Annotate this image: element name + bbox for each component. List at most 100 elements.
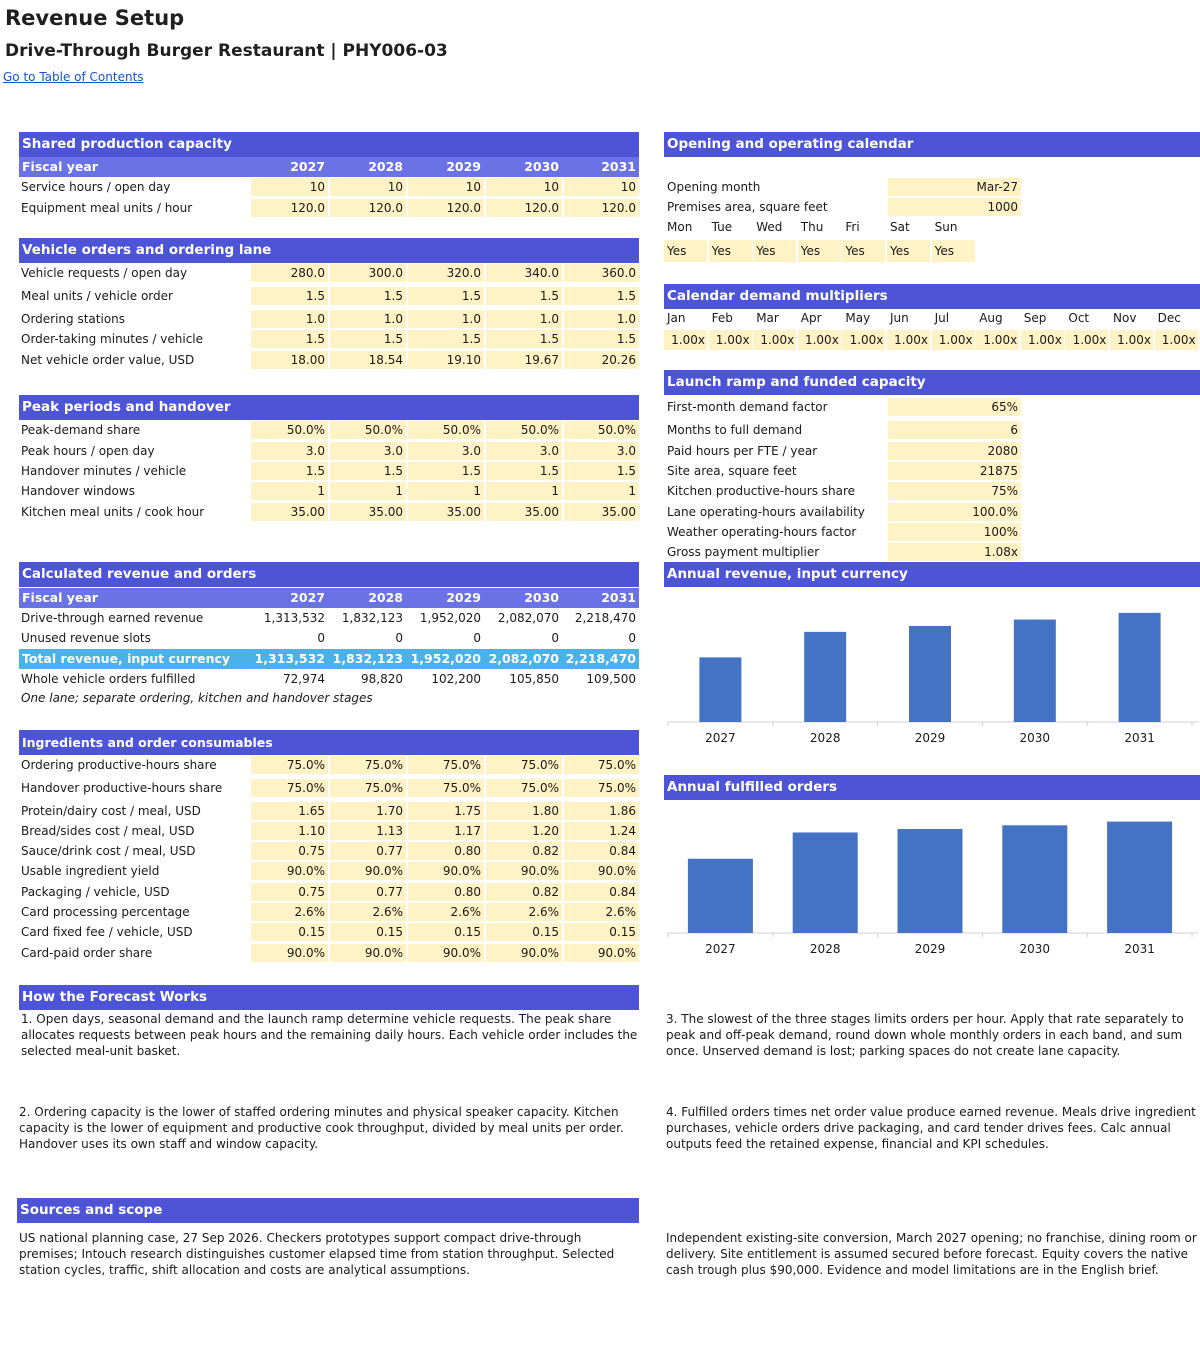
- month-multiplier-input[interactable]: 1.00x: [1110, 330, 1153, 350]
- value-cell[interactable]: 19.67: [486, 351, 562, 369]
- value-cell[interactable]: 90.0%: [251, 862, 328, 880]
- value-cell[interactable]: 120.0: [486, 199, 562, 217]
- month-multiplier-input[interactable]: 1.00x: [664, 330, 707, 350]
- value-cell[interactable]: 1.5: [251, 462, 328, 480]
- value-cell[interactable]: 1.0: [486, 310, 562, 328]
- value-cell[interactable]: 90.0%: [330, 944, 406, 962]
- value-cell[interactable]: 1.5: [251, 287, 328, 305]
- weekday-open-toggle[interactable]: Yes: [708, 240, 752, 262]
- value-cell[interactable]: 0.75: [251, 842, 328, 860]
- launch-row-input[interactable]: 100%: [888, 523, 1021, 541]
- weekday-open-toggle[interactable]: Yes: [842, 240, 886, 262]
- value-cell[interactable]: 75.0%: [408, 756, 484, 774]
- value-cell[interactable]: 1: [408, 482, 484, 500]
- value-cell[interactable]: 75.0%: [251, 756, 328, 774]
- month-multiplier-input[interactable]: 1.00x: [931, 330, 975, 350]
- value-cell[interactable]: 1.17: [408, 822, 484, 840]
- value-cell[interactable]: 1.5: [564, 287, 639, 305]
- value-cell[interactable]: 120.0: [251, 199, 328, 217]
- value-cell[interactable]: 1.5: [251, 330, 328, 348]
- month-multiplier-input[interactable]: 1.00x: [887, 330, 930, 350]
- value-cell[interactable]: 1.5: [408, 462, 484, 480]
- value-cell[interactable]: 18.54: [330, 351, 406, 369]
- value-cell[interactable]: 0.15: [408, 923, 484, 941]
- weekday-open-toggle[interactable]: Yes: [931, 240, 975, 262]
- value-cell[interactable]: 1.5: [486, 330, 562, 348]
- value-cell[interactable]: 75.0%: [486, 756, 562, 774]
- month-multiplier-input[interactable]: 1.00x: [1065, 330, 1109, 350]
- value-cell[interactable]: 0.75: [251, 883, 328, 901]
- value-cell[interactable]: 35.00: [330, 503, 406, 521]
- value-cell[interactable]: 300.0: [330, 264, 406, 282]
- value-cell[interactable]: 120.0: [564, 199, 639, 217]
- value-cell[interactable]: 50.0%: [564, 421, 639, 439]
- value-cell[interactable]: 1.5: [330, 330, 406, 348]
- launch-row-input[interactable]: 21875: [888, 462, 1021, 480]
- value-cell[interactable]: 1.0: [408, 310, 484, 328]
- value-cell[interactable]: 0.15: [251, 923, 328, 941]
- value-cell[interactable]: 1.65: [251, 802, 328, 820]
- value-cell[interactable]: 340.0: [486, 264, 562, 282]
- value-cell[interactable]: 1.5: [486, 287, 562, 305]
- value-cell[interactable]: 120.0: [408, 199, 484, 217]
- weekday-open-toggle[interactable]: Yes: [664, 240, 707, 262]
- value-cell[interactable]: 75.0%: [564, 756, 639, 774]
- premises-area-input[interactable]: 1000: [888, 198, 1021, 216]
- value-cell[interactable]: 50.0%: [408, 421, 484, 439]
- value-cell[interactable]: 1.0: [564, 310, 639, 328]
- value-cell[interactable]: 3.0: [486, 442, 562, 460]
- value-cell[interactable]: 2.6%: [564, 903, 639, 921]
- weekday-open-toggle[interactable]: Yes: [887, 240, 930, 262]
- value-cell[interactable]: 90.0%: [564, 944, 639, 962]
- value-cell[interactable]: 120.0: [330, 199, 406, 217]
- value-cell[interactable]: 0.84: [564, 842, 639, 860]
- value-cell[interactable]: 0.80: [408, 883, 484, 901]
- value-cell[interactable]: 20.26: [564, 351, 639, 369]
- value-cell[interactable]: 90.0%: [251, 944, 328, 962]
- value-cell[interactable]: 18.00: [251, 351, 328, 369]
- value-cell[interactable]: 2.6%: [330, 903, 406, 921]
- value-cell[interactable]: 35.00: [486, 503, 562, 521]
- month-multiplier-input[interactable]: 1.00x: [708, 330, 752, 350]
- weekday-open-toggle[interactable]: Yes: [797, 240, 841, 262]
- value-cell[interactable]: 35.00: [251, 503, 328, 521]
- launch-row-input[interactable]: 2080: [888, 442, 1021, 460]
- value-cell[interactable]: 75.0%: [564, 779, 639, 797]
- month-multiplier-input[interactable]: 1.00x: [1020, 330, 1064, 350]
- value-cell[interactable]: 19.10: [408, 351, 484, 369]
- value-cell[interactable]: 2.6%: [486, 903, 562, 921]
- value-cell[interactable]: 0.15: [564, 923, 639, 941]
- value-cell[interactable]: 2.6%: [251, 903, 328, 921]
- value-cell[interactable]: 1: [330, 482, 406, 500]
- value-cell[interactable]: 1.20: [486, 822, 562, 840]
- month-multiplier-input[interactable]: 1.00x: [753, 330, 797, 350]
- value-cell[interactable]: 75.0%: [330, 779, 406, 797]
- value-cell[interactable]: 1: [486, 482, 562, 500]
- value-cell[interactable]: 3.0: [330, 442, 406, 460]
- launch-row-input[interactable]: 6: [888, 421, 1021, 439]
- value-cell[interactable]: 1.13: [330, 822, 406, 840]
- value-cell[interactable]: 90.0%: [486, 862, 562, 880]
- value-cell[interactable]: 1.80: [486, 802, 562, 820]
- value-cell[interactable]: 0.15: [330, 923, 406, 941]
- launch-row-input[interactable]: 65%: [888, 398, 1021, 416]
- month-multiplier-input[interactable]: 1.00x: [842, 330, 886, 350]
- opening-month-input[interactable]: Mar-27: [888, 178, 1021, 196]
- value-cell[interactable]: 75.0%: [330, 756, 406, 774]
- value-cell[interactable]: 3.0: [564, 442, 639, 460]
- value-cell[interactable]: 1.10: [251, 822, 328, 840]
- weekday-open-toggle[interactable]: Yes: [753, 240, 797, 262]
- value-cell[interactable]: 90.0%: [408, 944, 484, 962]
- value-cell[interactable]: 3.0: [408, 442, 484, 460]
- launch-row-input[interactable]: 75%: [888, 482, 1021, 500]
- value-cell[interactable]: 10: [564, 178, 639, 196]
- value-cell[interactable]: 1.70: [330, 802, 406, 820]
- month-multiplier-input[interactable]: 1.00x: [976, 330, 1020, 350]
- value-cell[interactable]: 90.0%: [408, 862, 484, 880]
- value-cell[interactable]: 0.82: [486, 883, 562, 901]
- value-cell[interactable]: 1.0: [251, 310, 328, 328]
- value-cell[interactable]: 50.0%: [330, 421, 406, 439]
- value-cell[interactable]: 90.0%: [486, 944, 562, 962]
- value-cell[interactable]: 1: [564, 482, 639, 500]
- value-cell[interactable]: 10: [251, 178, 328, 196]
